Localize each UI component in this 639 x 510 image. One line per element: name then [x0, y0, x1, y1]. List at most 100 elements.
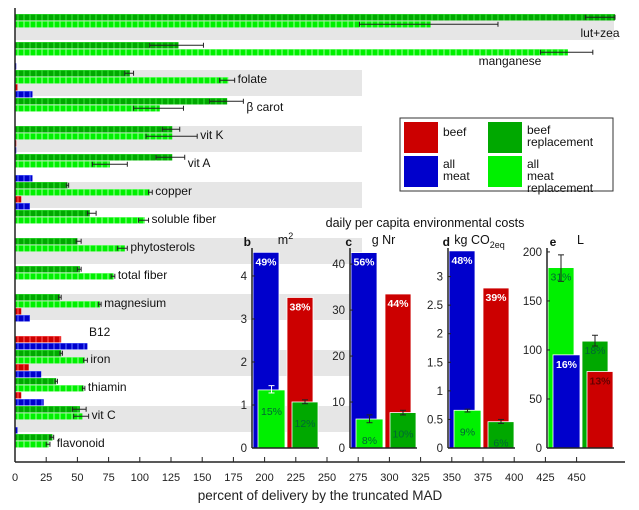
y-tick-label: 20 [332, 351, 345, 363]
bar-value-label: 6% [493, 438, 508, 450]
category-label: vit K [200, 128, 223, 142]
bar-beef [15, 336, 62, 343]
bar-beef [15, 392, 22, 399]
bar-value-label: 18% [584, 345, 605, 357]
category-label: flavonoid [57, 436, 105, 450]
legend-label: all meat [443, 157, 470, 183]
x-tick-label: 325 [411, 472, 429, 484]
error-bar [124, 70, 135, 76]
bar-beef-replacement [15, 406, 80, 413]
bar-beef [15, 308, 22, 315]
error-bar [539, 49, 594, 55]
panel-d: 48% 9% 39% 6% 0 0.5 1 1.5 2 2.5 3 d kg CO2eq [427, 233, 515, 455]
panel-letter: e [550, 235, 557, 249]
legend-label: beef replacement [527, 123, 594, 149]
legend-swatch [404, 156, 438, 187]
error-bar [59, 350, 63, 356]
error-bar [98, 301, 102, 307]
bar-value-label: 39% [485, 292, 507, 304]
bar-value-label: 48% [451, 255, 473, 267]
x-tick-label: 375 [474, 472, 492, 484]
category-label: vit C [92, 408, 116, 422]
legend-item-beef-replacement: beef replacement [488, 122, 594, 153]
bar-beef-replacement [15, 70, 130, 77]
legend-item-all-meat-replacement: all meat replacement [488, 156, 594, 195]
error-bar [358, 21, 499, 27]
error-bar [83, 357, 88, 363]
legend-label: beef [443, 125, 467, 139]
bar-value-label: 10% [392, 429, 413, 441]
x-tick-label: 50 [71, 472, 83, 484]
legend-label-line: all [527, 157, 539, 171]
legend-label-line: meat [527, 169, 554, 183]
bar-beef-replacement [15, 42, 179, 49]
bar-beef [15, 364, 29, 371]
legend-swatch [488, 122, 522, 153]
bar-beef-replacement [15, 238, 78, 245]
bar-all-meat [15, 175, 33, 182]
y-tick-label: 2 [437, 329, 443, 341]
category-label: soluble fiber [152, 212, 217, 226]
error-bar [366, 414, 373, 424]
category-label: phytosterols [130, 240, 195, 254]
bar-beef-replacement [15, 434, 53, 441]
x-tick-label: 250 [318, 472, 336, 484]
y-tick-label: 100 [523, 345, 542, 357]
unit-subscript: 2eq [490, 240, 505, 250]
legend-label-line: beef [527, 123, 551, 137]
unit-label: g Nr [372, 233, 396, 247]
bar-beef-replacement [15, 378, 57, 385]
category-label: folate [238, 72, 268, 86]
bar-all-meat-replacement [15, 413, 83, 420]
panel-e: 31% 16% 18% 13% 0 50 100 150 200 e L [523, 233, 614, 455]
bar-beef-replacement [15, 126, 173, 133]
y-tick-label: 30 [332, 305, 345, 317]
error-bar [209, 98, 244, 104]
bar-beef-replacement [15, 210, 90, 217]
x-tick-label: 0 [12, 472, 18, 484]
bar-beef-replacement [15, 294, 60, 301]
error-bar [45, 441, 51, 447]
legend-label-line: beef [443, 125, 467, 139]
category-label: β carot [246, 100, 284, 114]
error-bar [91, 161, 128, 167]
bar-all-meat [15, 399, 44, 406]
error-bar [116, 245, 128, 251]
bar-value-label: 49% [255, 256, 277, 268]
bar-all-meat-replacement [15, 133, 173, 140]
category-label: magnesium [104, 296, 166, 310]
error-bar [54, 378, 58, 384]
bar-all-meat-replacement [15, 49, 568, 56]
error-bar [145, 133, 198, 139]
bar-beef-replacement [15, 266, 80, 273]
error-bar [161, 126, 181, 132]
y-tick-label: 0 [536, 443, 542, 455]
y-tick-label: 2.5 [427, 300, 443, 312]
error-bar [86, 210, 97, 216]
bar-all-meat-replacement [15, 105, 160, 112]
x-tick-label: 275 [349, 472, 367, 484]
bar-all-meat [15, 91, 33, 98]
bar-all-meat-replacement [15, 77, 229, 84]
category-label: thiamin [88, 380, 127, 394]
legend-label: all meat replacement [527, 157, 594, 195]
bar-beef-replacement [15, 98, 228, 105]
x-tick-label: 125 [162, 472, 180, 484]
legend-label-line: replacement [527, 135, 594, 149]
error-bar [148, 189, 153, 195]
y-tick-label: 150 [523, 296, 542, 308]
y-tick-label: 0.5 [427, 414, 443, 426]
bar-value-label: 8% [362, 435, 377, 447]
category-label: total fiber [118, 268, 167, 282]
bar-all-meat-replacement [15, 161, 110, 168]
bar-value-label: 9% [460, 426, 475, 438]
bar-all-meat-replacement [15, 273, 114, 280]
legend-label-line: replacement [527, 181, 594, 195]
x-axis-label: percent of delivery by the truncated MAD [198, 488, 443, 503]
y-tick-label: 2 [241, 357, 247, 369]
legend-label-line: meat [443, 169, 470, 183]
error-bar [65, 182, 70, 188]
